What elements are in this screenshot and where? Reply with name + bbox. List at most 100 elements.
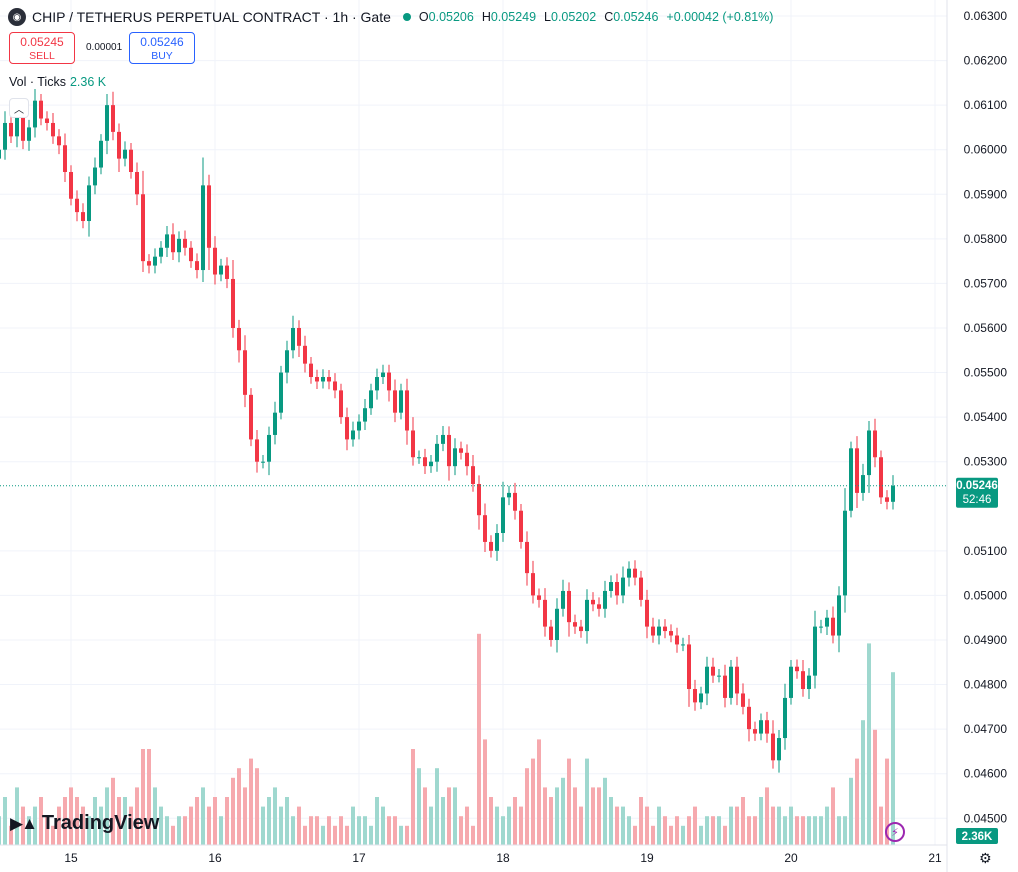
gear-icon[interactable]: ⚙	[979, 850, 992, 866]
candle-body	[789, 666, 793, 698]
volume-bar	[645, 806, 649, 845]
volume-bar	[279, 806, 283, 845]
candle-body	[615, 582, 619, 596]
candle-body	[585, 599, 589, 632]
volume-bar	[663, 816, 667, 845]
volume-bar	[675, 816, 679, 845]
volume-bar	[303, 825, 307, 845]
volume-bar	[495, 806, 499, 845]
volume-bar	[465, 806, 469, 845]
candle-body	[87, 185, 91, 222]
volume-bar	[291, 816, 295, 845]
lightning-icon[interactable]: ⚡	[885, 822, 905, 842]
price-tick-label: 0.06200	[964, 54, 1008, 68]
volume-bar	[171, 825, 175, 845]
volume-bar	[219, 816, 223, 845]
volume-bar	[843, 816, 847, 845]
candle-body	[369, 390, 373, 409]
volume-bar	[507, 806, 511, 845]
price-tick-label: 0.06100	[964, 98, 1008, 112]
candle-body	[795, 666, 799, 672]
candle-body	[507, 492, 511, 498]
time-tick-label: 18	[496, 851, 510, 865]
volume-bar	[237, 768, 241, 845]
price-tick-label: 0.05100	[964, 544, 1008, 558]
price-axis[interactable]: 0.06300 0.06200 0.06100 0.06000 0.05900 0.058…	[964, 9, 1008, 825]
candle-body	[465, 452, 469, 467]
buy-price: 0.05246	[140, 35, 184, 49]
volume-bar	[99, 806, 103, 845]
volume-bar	[153, 787, 157, 845]
candle-body	[279, 372, 283, 413]
volume-bar	[639, 797, 643, 845]
candle-body	[633, 568, 637, 578]
volume-bar	[879, 806, 883, 845]
price-tick-label: 0.05300	[964, 455, 1008, 469]
sell-price: 0.05245	[20, 35, 64, 49]
volume-bar	[609, 797, 613, 845]
candle-body	[291, 327, 295, 351]
volume-bar	[69, 787, 73, 845]
candle-body	[489, 541, 493, 551]
volume-bar	[783, 816, 787, 845]
tradingview-logo[interactable]: ▶▲ TradingView	[10, 812, 159, 835]
volume-bar	[393, 816, 397, 845]
candle-body	[663, 626, 667, 632]
candle-body	[255, 439, 259, 462]
candle-body	[459, 448, 463, 453]
volume-bar	[411, 749, 415, 845]
candle-body	[135, 171, 139, 195]
volume-bar	[351, 806, 355, 845]
candle-body	[297, 327, 301, 346]
candle-body	[819, 626, 823, 628]
candle-body	[729, 666, 733, 698]
candle-body	[423, 457, 427, 467]
candle-body	[519, 510, 523, 542]
candle-body	[603, 590, 607, 609]
time-axis[interactable]: 15 16 17 18 19 20 21	[64, 851, 942, 865]
candle-body	[111, 105, 115, 132]
volume-bar	[321, 825, 325, 845]
volume-bar	[45, 816, 49, 845]
volume-bar	[699, 825, 703, 845]
candle-body	[21, 114, 25, 141]
sell-button[interactable]: 0.05245 SELL	[9, 32, 75, 64]
volume-bar	[477, 633, 481, 845]
volume-bar	[285, 797, 289, 845]
candle-body	[63, 145, 67, 172]
volume-bar	[489, 797, 493, 845]
volume-last-label: 2.36K	[956, 828, 998, 844]
volume-bar	[81, 806, 85, 845]
volume-bar	[57, 806, 61, 845]
candle-body	[483, 515, 487, 542]
candle-body	[771, 733, 775, 761]
symbol-title[interactable]: CHIP / TETHERUS PERPETUAL CONTRACT · 1h …	[32, 9, 391, 25]
candle-body	[837, 595, 841, 636]
candle-body	[321, 377, 325, 382]
candle-body	[327, 377, 331, 382]
price-tick-label: 0.05000	[964, 588, 1008, 602]
candle-body	[735, 666, 739, 694]
volume-bar	[543, 787, 547, 845]
volume-bar	[717, 816, 721, 845]
candle-body	[399, 390, 403, 413]
candle-body	[471, 466, 475, 484]
volume-legend[interactable]: Vol · Ticks 2.36 K	[9, 75, 106, 89]
volume-bar	[771, 806, 775, 845]
ohlc-low: L0.05202	[544, 10, 597, 24]
volume-bar	[861, 720, 865, 845]
collapse-legend-button[interactable]: ︿	[9, 98, 29, 118]
buy-button[interactable]: 0.05246 BUY	[129, 32, 195, 64]
candle-body	[9, 122, 13, 137]
price-tick-label: 0.05700	[964, 276, 1008, 290]
volume-bar	[183, 816, 187, 845]
candle-body	[747, 706, 751, 730]
ohlc-close: C0.05246	[604, 10, 659, 24]
candle-body	[705, 666, 709, 694]
volume-bar	[273, 787, 277, 845]
volume-bar	[453, 787, 457, 845]
candle-body	[639, 577, 643, 600]
volume-bar	[555, 787, 559, 845]
volume-bar	[33, 806, 37, 845]
